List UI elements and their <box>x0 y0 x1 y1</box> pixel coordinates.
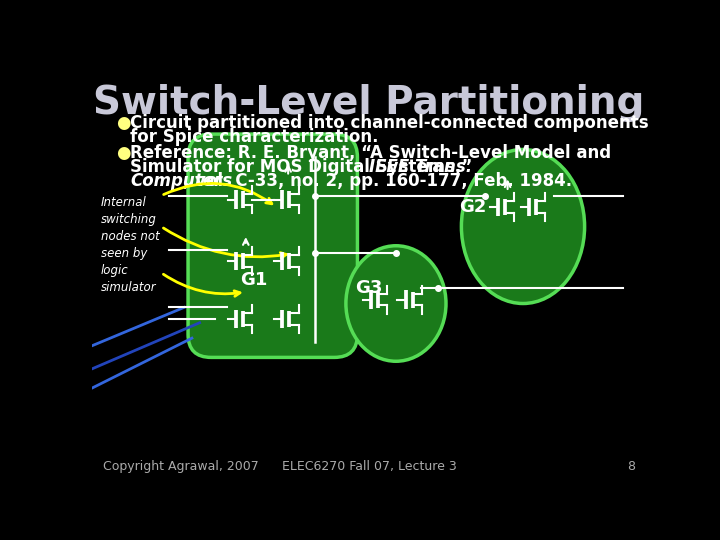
Text: for Spice characterization.: for Spice characterization. <box>130 128 379 146</box>
Ellipse shape <box>346 246 446 361</box>
Text: G2: G2 <box>459 198 487 216</box>
Text: ELEC6270 Fall 07, Lecture 3: ELEC6270 Fall 07, Lecture 3 <box>282 460 456 473</box>
FancyBboxPatch shape <box>188 134 357 357</box>
Text: ●: ● <box>117 114 131 132</box>
Text: Simulator for MOS Digital Systems,”: Simulator for MOS Digital Systems,” <box>130 158 478 176</box>
Text: G1: G1 <box>240 272 267 289</box>
Text: G3: G3 <box>355 279 383 297</box>
Text: Switch-Level Partitioning: Switch-Level Partitioning <box>94 84 644 122</box>
Ellipse shape <box>462 150 585 303</box>
Text: ●: ● <box>117 144 131 162</box>
Text: Internal
switching
nodes not
seen by
logic
simulator: Internal switching nodes not seen by log… <box>101 195 160 294</box>
Text: Copyright Agrawal, 2007: Copyright Agrawal, 2007 <box>102 460 258 473</box>
Text: 8: 8 <box>627 460 636 473</box>
Text: , vol. C-33, no. 2, pp. 160-177, Feb. 1984.: , vol. C-33, no. 2, pp. 160-177, Feb. 19… <box>183 172 572 190</box>
Text: Reference: R. E. Bryant, “A Switch-Level Model and: Reference: R. E. Bryant, “A Switch-Level… <box>130 144 611 162</box>
Text: Circuit partitioned into channel-connected components: Circuit partitioned into channel-connect… <box>130 114 649 132</box>
Text: Computers: Computers <box>130 172 233 190</box>
Text: IEEE Trans.: IEEE Trans. <box>369 158 472 176</box>
